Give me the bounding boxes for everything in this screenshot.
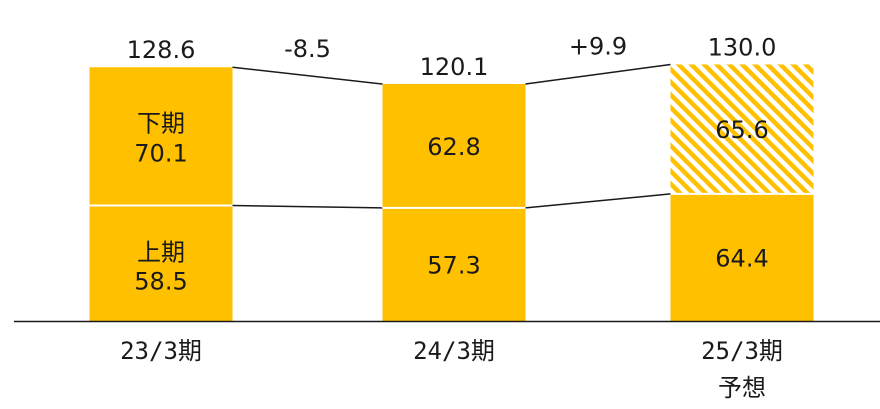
total-label-0: 128.6 [127,36,196,64]
category-label-0: 23/3期 [120,337,202,365]
connector-lines [232,63,671,209]
series-name-lower: 上期 [137,238,185,266]
category-label-2: 25/3期 [701,337,783,365]
segment-label-lower-2: 64.4 [715,244,768,272]
change-label-0: -8.5 [284,35,331,63]
total-label-1: 120.1 [420,53,489,81]
change-label-1: +9.9 [569,32,627,60]
segment-label-lower-1: 57.3 [427,251,480,279]
category-sublabel-2: 予想 [718,374,766,402]
category-label-1: 24/3期 [413,337,495,365]
bar-upper-1 [382,84,526,208]
connector-total-1 [525,63,671,85]
connector-total-0 [232,66,383,85]
bar-lower-2 [670,193,814,321]
bar-lower-1 [382,207,526,321]
segment-label-upper-0: 70.1 [134,139,187,167]
connector-half-0 [232,204,383,209]
bar-lower-0 [89,205,233,321]
bar-upper-0 [89,67,233,206]
connector-half-1 [525,193,671,209]
bars [89,64,814,321]
bar-upper-2 [670,64,814,194]
segment-label-lower-0: 58.5 [134,267,187,295]
segment-label-upper-2: 65.6 [715,116,768,144]
total-label-2: 130.0 [708,33,777,61]
series-name-upper: 下期 [137,109,185,137]
segment-label-upper-1: 62.8 [427,133,480,161]
